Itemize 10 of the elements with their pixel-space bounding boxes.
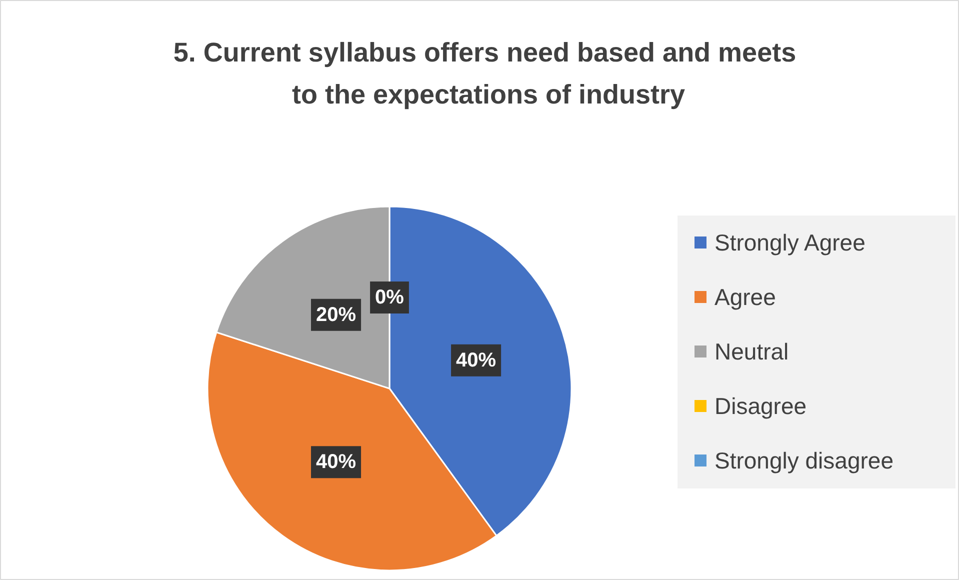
chart-title: 5. Current syllabus offers need based and meets to the expectations of industry [173, 38, 796, 110]
data-label: 40% [316, 451, 356, 474]
legend-label: Agree [714, 284, 776, 310]
legend-label: Disagree [714, 393, 807, 419]
text: 0% [375, 286, 404, 308]
legend-label: Neutral [714, 338, 789, 364]
legend-label: Strongly disagree [714, 448, 894, 474]
data-label: 40% [456, 349, 496, 372]
data-label: 20% [316, 304, 356, 326]
legend-label: Strongly Agree [714, 230, 866, 256]
